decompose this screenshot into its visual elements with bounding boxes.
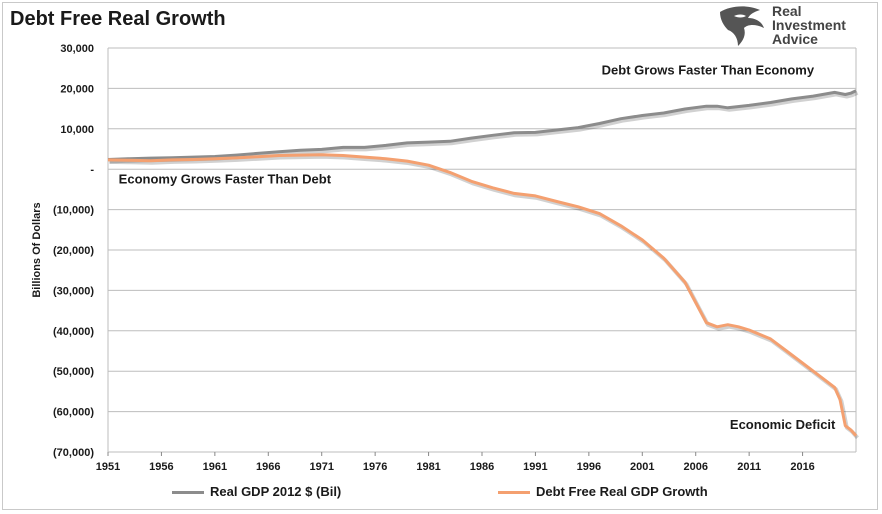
x-tick-label: 2016	[790, 461, 814, 473]
legend-swatch-gdp	[172, 491, 204, 495]
brand-logo: Real Investment Advice	[716, 4, 866, 50]
x-tick-label: 1956	[149, 461, 173, 473]
y-tick-label: 20,000	[60, 83, 94, 95]
y-tick-label: 10,000	[60, 124, 94, 136]
y-axis-label: Billions Of Dollars	[31, 202, 43, 297]
y-tick-label: (50,000)	[53, 366, 94, 378]
series-shadow-1	[109, 154, 859, 440]
x-tick-label: 1971	[309, 461, 333, 473]
y-tick-label: -	[90, 164, 94, 176]
x-tick-label: 1991	[523, 461, 547, 473]
x-tick-label: 1966	[256, 461, 280, 473]
x-tick-label: 2001	[630, 461, 654, 473]
annotation-label: Economic Deficit	[730, 417, 836, 432]
x-tick-label: 1976	[363, 461, 387, 473]
annotation-label: Economy Grows Faster Than Debt	[119, 171, 332, 186]
chart-title: Debt Free Real Growth	[10, 8, 226, 30]
annotation-label: Debt Grows Faster Than Economy	[602, 62, 815, 77]
legend-label-debt-free: Debt Free Real GDP Growth	[536, 484, 708, 499]
series-line-0	[107, 89, 857, 161]
legend-label-gdp: Real GDP 2012 $ (Bil)	[210, 484, 342, 499]
y-tick-label: (70,000)	[53, 447, 94, 459]
y-tick-label: (40,000)	[53, 326, 94, 338]
x-tick-label: 1961	[203, 461, 227, 473]
x-tick-label: 1996	[577, 461, 601, 473]
x-tick-label: 2011	[737, 461, 761, 473]
y-tick-label: (10,000)	[53, 205, 94, 217]
grid-lines	[107, 47, 857, 453]
x-tick-label: 2006	[683, 461, 707, 473]
y-tick-label: 30,000	[60, 43, 94, 55]
x-tick-label: 1986	[470, 461, 494, 473]
series-shadow-0	[109, 90, 859, 164]
annotations: Debt Grows Faster Than Economy Economy Gr…	[119, 62, 836, 432]
brand-logo-text: Real Investment Advice	[772, 3, 846, 47]
eagle-icon	[720, 6, 764, 46]
legend-item-debt-free: Debt Free Real GDP Growth	[498, 484, 708, 499]
y-tick-label: (30,000)	[53, 285, 94, 297]
x-axis-ticks: 1951 1956 1961 1966 1971 1976 1981 1986 1991 1996…	[96, 452, 815, 473]
series-lines	[107, 89, 859, 440]
x-tick-label: 1981	[416, 461, 440, 473]
y-axis-ticks: 30,000 20,000 10,000 - (10,000) (20,000) (30,0…	[53, 43, 94, 459]
y-tick-label: (20,000)	[53, 245, 94, 257]
legend-item-gdp: Real GDP 2012 $ (Bil)	[172, 484, 341, 499]
series-line-1	[107, 153, 858, 437]
y-tick-label: (60,000)	[53, 407, 94, 419]
legend-swatch-debt-free	[498, 491, 530, 495]
x-tick-label: 1951	[96, 461, 120, 473]
